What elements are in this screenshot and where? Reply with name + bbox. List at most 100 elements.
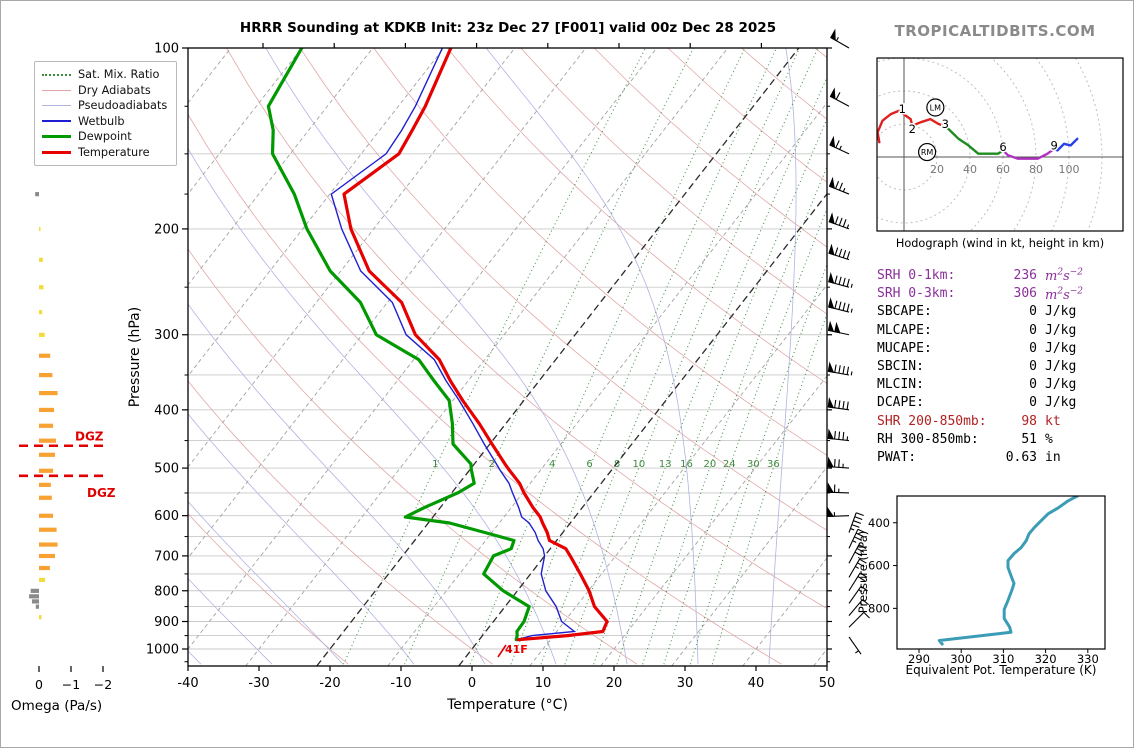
barb-full <box>842 302 846 311</box>
hodograph-tick-label: 80 <box>1029 163 1043 176</box>
thetae-line <box>937 496 1079 646</box>
mixing-ratio-label: 20 <box>703 459 716 470</box>
stat-label: SHR 200-850mb: <box>877 413 987 429</box>
barb-full <box>851 524 860 528</box>
hodograph-tick-label: 60 <box>996 163 1010 176</box>
wind-barb <box>827 456 850 469</box>
wind-barb <box>848 636 862 655</box>
wind-barb <box>827 482 850 494</box>
barb-full <box>854 536 862 541</box>
wind-barb <box>827 320 850 336</box>
thetae-x-tick-label: 300 <box>950 652 972 666</box>
barb-flag <box>827 297 835 309</box>
omega-bar <box>39 542 58 547</box>
omega-bar <box>39 423 54 428</box>
omega-tick-label: −2 <box>94 677 112 692</box>
isotherm <box>387 102 827 666</box>
stat-row: SRH 0-1km: 236 m2s−2 <box>875 268 1090 286</box>
skewt-frame <box>187 47 828 667</box>
barb-half <box>850 371 853 376</box>
barb-flag <box>827 506 835 517</box>
omega-bar <box>39 452 55 457</box>
barb-full <box>862 599 869 606</box>
y-tick-label: 300 <box>154 328 179 343</box>
pressure-axis-label: Pressure (hPa) <box>127 306 143 408</box>
mixing-ratio-label: 13 <box>659 459 672 470</box>
stat-row: MLCAPE: 0 J/kg <box>875 323 1090 341</box>
isotherm <box>458 192 827 666</box>
barb-half <box>850 308 853 313</box>
mixing-ratio-label: 10 <box>633 459 646 470</box>
hodograph-tick-label: 100 <box>1059 163 1080 176</box>
storm-motion-label: LM <box>930 104 941 113</box>
hodograph-tick-label: 20 <box>930 163 944 176</box>
x-tick-label: 0 <box>468 676 476 691</box>
stat-row: RH 300-850mb: 51% <box>875 432 1090 450</box>
isotherm <box>245 48 729 666</box>
wind-barb <box>827 506 850 517</box>
stat-label: SBCAPE: <box>877 304 932 320</box>
barb-staff <box>848 512 857 533</box>
barb-half <box>839 145 842 150</box>
dry-adiabat <box>188 113 782 665</box>
y-tick-label: 200 <box>154 222 179 237</box>
wind-barb <box>848 599 869 616</box>
mixing-ratio-line <box>593 76 827 665</box>
omega-axis-label: Omega (Pa/s) <box>11 698 103 714</box>
skewt-profiles <box>266 48 609 642</box>
barb-full <box>833 459 836 468</box>
barb-flag <box>829 135 836 148</box>
legend-item-label: Sat. Mix. Ratio <box>78 68 160 82</box>
stat-unit: J/kg <box>1045 304 1077 320</box>
barb-full <box>863 611 870 619</box>
stat-unit: J/kg <box>1045 358 1077 374</box>
mixing-ratio-label: 30 <box>747 459 760 470</box>
mixing-ratio-line <box>540 48 801 665</box>
barb-flag <box>829 87 836 100</box>
omega-bar <box>39 495 52 500</box>
barb-staff <box>848 585 862 604</box>
barb-half <box>846 224 850 229</box>
stat-unit: % <box>1045 431 1053 447</box>
hodograph-plot: 20 40 60 80 100 12 3 6 9 LM RM <box>877 58 1123 231</box>
barb-flag <box>827 361 835 373</box>
stat-unit: m2s−2 <box>1045 286 1084 303</box>
barb-full <box>834 247 839 256</box>
x-tick-label: -10 <box>390 676 411 691</box>
hodograph-trace-9km+ <box>1052 137 1079 152</box>
pseudoadiabat <box>188 413 415 665</box>
stat-row: MUCAPE: 0 J/kg <box>875 341 1090 359</box>
hodograph-frame <box>876 57 1124 232</box>
y-tick-label: 400 <box>154 403 179 418</box>
hodograph-trace-3-6km <box>942 124 1005 155</box>
barb-flag <box>828 212 835 225</box>
legend-item-label: Wetbulb <box>78 114 125 128</box>
legend-item-label: Pseudoadiabats <box>78 99 168 113</box>
stat-row: PWAT: 0.63 in <box>875 450 1090 468</box>
hodograph-height-label: 3 <box>942 117 949 131</box>
stat-label: DCAPE: <box>877 395 924 411</box>
dgz-label: DGZ <box>87 486 116 500</box>
x-tick-label: 50 <box>819 676 836 691</box>
barb-half <box>859 602 864 606</box>
stat-value: 0 <box>1029 395 1037 411</box>
barb-staff <box>848 544 860 564</box>
pseudoadiabat <box>265 48 628 665</box>
omega-bar <box>30 588 39 593</box>
pseudoadiabat <box>768 48 797 665</box>
barb-full <box>834 216 839 225</box>
pseudoadiabat <box>188 303 486 665</box>
omega-bar <box>39 527 57 532</box>
barb-full <box>838 431 841 440</box>
barb-full <box>838 248 843 257</box>
barb-half <box>858 589 863 593</box>
barb-staff <box>848 529 859 549</box>
barb-full <box>859 572 868 578</box>
barb-full <box>853 520 862 524</box>
omega-bar <box>39 482 51 487</box>
thetae-x-tick-label: 290 <box>908 652 930 666</box>
mixing-ratio-label: 6 <box>586 459 592 470</box>
barb-full <box>838 400 841 409</box>
y-tick-label: 500 <box>154 462 179 477</box>
